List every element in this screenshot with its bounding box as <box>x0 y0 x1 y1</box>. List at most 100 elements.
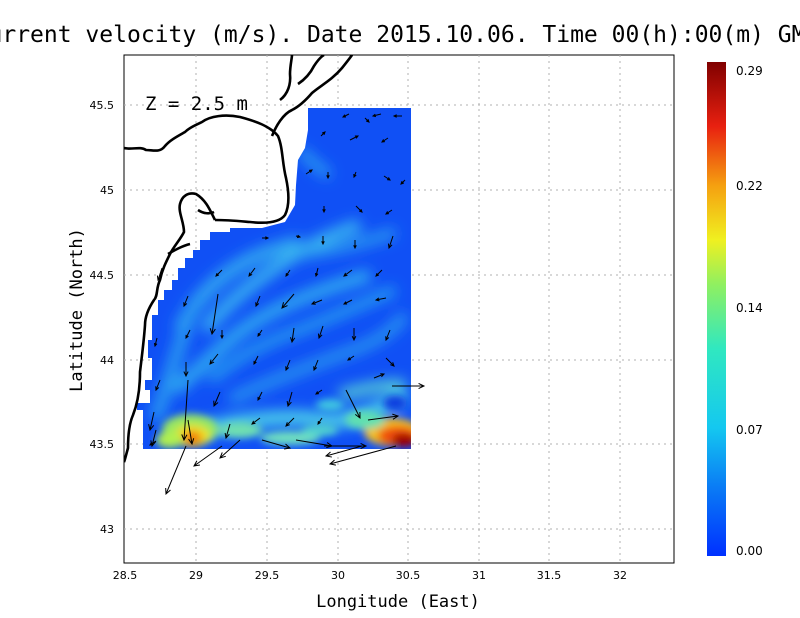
velocity-vector <box>341 113 350 118</box>
colorbar-tick-label: 0.00 <box>736 544 763 558</box>
velocity-vector <box>367 413 400 421</box>
velocity-vector <box>281 293 295 309</box>
y-axis-label: Latitude (North) <box>67 228 87 392</box>
velocity-vector <box>313 359 319 372</box>
velocity-vector <box>314 267 319 278</box>
colorbar-tick-label: 0.29 <box>736 64 763 78</box>
velocity-vector <box>224 423 231 440</box>
velocity-vector <box>324 445 363 458</box>
x-tick-label: 30.5 <box>396 569 421 582</box>
velocity-vector <box>353 171 357 179</box>
velocity-vector <box>375 269 383 277</box>
velocity-vector <box>355 205 363 213</box>
coastline <box>124 55 354 463</box>
velocity-vector <box>181 379 189 442</box>
x-axis-label: Longitude (East) <box>316 592 480 612</box>
velocity-vector <box>342 299 353 305</box>
y-tick-labels: 43 43.5 44 44.5 45 45.5 <box>90 99 115 536</box>
velocity-vector <box>347 355 355 361</box>
velocity-vector <box>185 329 191 340</box>
velocity-vector <box>315 389 323 395</box>
y-tick-label: 43 <box>100 523 114 536</box>
velocity-vector <box>148 411 155 432</box>
x-tick-label: 28.5 <box>113 569 138 582</box>
velocity-vector <box>251 417 261 425</box>
velocity-vector <box>285 417 295 427</box>
x-tick-label: 31.5 <box>537 569 562 582</box>
velocity-vector <box>183 295 189 308</box>
y-tick-label: 45.5 <box>90 99 115 112</box>
velocity-vector <box>155 379 161 392</box>
velocity-vector <box>257 329 263 337</box>
x-tick-label: 31 <box>472 569 486 582</box>
velocity-vector <box>374 297 387 302</box>
velocity-vector <box>385 357 395 367</box>
velocity-vector <box>392 114 402 118</box>
velocity-vector <box>371 113 382 118</box>
x-tick-label: 29 <box>189 569 203 582</box>
velocity-vector <box>317 417 323 425</box>
velocity-vector <box>183 362 189 378</box>
velocity-vector <box>149 440 157 446</box>
colorbar-tick-label: 0.22 <box>736 179 763 193</box>
velocity-vectors <box>148 113 426 496</box>
velocity-vector <box>165 445 187 496</box>
velocity-vector <box>322 206 326 214</box>
velocity-vector <box>193 445 223 467</box>
colorbar-tick-label: 0.07 <box>736 423 763 437</box>
velocity-vector <box>153 337 158 348</box>
velocity-vector <box>220 330 224 340</box>
velocity-vector <box>156 267 163 282</box>
velocity-vector <box>286 391 293 408</box>
colorbar-scale <box>707 62 726 556</box>
velocity-vector <box>392 382 426 390</box>
velocity-vector <box>400 179 406 185</box>
y-tick-label: 44.5 <box>90 269 115 282</box>
velocity-vector <box>290 327 296 344</box>
velocity-vector <box>326 172 330 180</box>
velocity-vector <box>387 235 394 250</box>
x-tick-label: 32 <box>613 569 627 582</box>
y-tick-label: 45 <box>100 184 114 197</box>
velocity-vector <box>385 329 391 342</box>
velocity-vector <box>343 269 353 277</box>
velocity-vector <box>385 209 393 215</box>
velocity-vector <box>261 439 292 450</box>
velocity-vector <box>213 391 221 408</box>
velocity-vector <box>364 117 370 123</box>
velocity-vector <box>295 234 302 239</box>
velocity-vector <box>253 355 259 366</box>
velocity-vector <box>328 445 397 466</box>
chart-title: Current velocity (m/s). Date 2015.10.06.… <box>0 22 800 48</box>
depth-label: Z = 2.5 m <box>145 93 248 115</box>
velocity-vector <box>317 325 324 340</box>
velocity-vector <box>381 137 389 143</box>
velocity-vector <box>215 269 223 277</box>
x-tick-label: 30 <box>331 569 345 582</box>
velocity-vector <box>285 359 291 372</box>
velocity-vector <box>285 269 291 277</box>
velocity-vector <box>310 299 323 305</box>
velocity-vector <box>383 175 391 181</box>
velocity-vector <box>209 353 219 365</box>
colorbar: 0.00 0.07 0.14 0.22 0.29 <box>707 62 763 558</box>
velocity-vector <box>345 389 361 420</box>
x-tick-label: 29.5 <box>255 569 280 582</box>
velocity-vector <box>349 135 360 141</box>
velocity-vector <box>209 293 219 336</box>
y-tick-label: 44 <box>100 354 114 367</box>
velocity-vector <box>351 328 357 342</box>
velocity-vector <box>373 373 386 379</box>
colorbar-tick-label: 0.14 <box>736 301 763 315</box>
velocity-vector <box>219 439 241 459</box>
velocity-vector <box>305 169 313 175</box>
velocity-vector <box>324 442 368 450</box>
velocity-vector <box>248 267 256 277</box>
velocity-vector <box>187 419 195 446</box>
velocity-vector <box>255 295 261 308</box>
x-tick-labels: 28.5 29 29.5 30 30.5 31 31.5 32 <box>113 569 627 582</box>
velocity-vector <box>321 236 325 246</box>
velocity-vector <box>320 131 326 137</box>
velocity-vector <box>262 236 270 240</box>
